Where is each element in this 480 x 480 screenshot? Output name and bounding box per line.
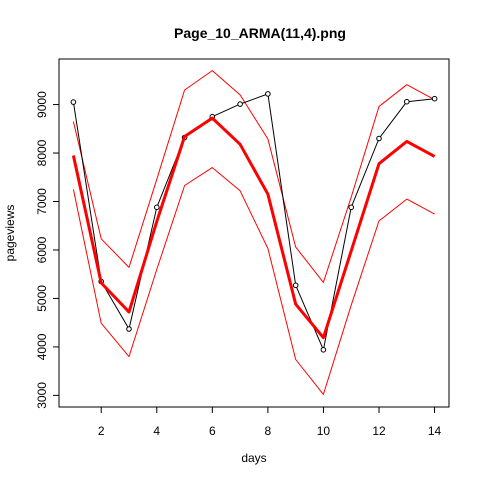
y-axis-label: pageviews	[3, 205, 17, 262]
chart-title: Page_10_ARMA(11,4).png	[174, 25, 346, 41]
data-point-observed	[292, 282, 299, 289]
x-tick-label: 12	[372, 424, 386, 438]
series-line-lower-bound	[72, 167, 435, 395]
data-point-observed	[126, 326, 132, 332]
y-tick-label: 6000	[35, 236, 49, 263]
data-point-observed	[237, 101, 243, 107]
data-point-observed	[70, 99, 77, 105]
x-tick-label: 6	[209, 424, 216, 438]
y-tick-label: 9000	[35, 91, 49, 118]
series-line-upper-bound	[72, 70, 435, 283]
plot-box	[58, 58, 450, 408]
y-tick-label: 4000	[35, 333, 49, 360]
data-point-observed	[348, 204, 355, 211]
data-point-observed	[265, 91, 271, 97]
x-tick-label: 14	[428, 424, 442, 438]
series-line-forecast	[71, 116, 436, 340]
x-tick-label: 10	[317, 424, 331, 438]
data-point-observed	[431, 95, 438, 102]
y-tick-label: 3000	[35, 382, 49, 409]
series-layer	[70, 70, 438, 395]
x-axis-label: days	[241, 451, 266, 465]
data-point-observed	[376, 135, 382, 142]
y-tick-label: 7000	[35, 188, 49, 215]
series-line-observed	[72, 93, 435, 351]
y-axis: 3000 4000 5000 6000 7000 8000 9000	[35, 91, 59, 409]
x-tick-label: 4	[153, 424, 160, 438]
y-tick-label: 5000	[35, 285, 49, 312]
x-tick-label: 8	[265, 424, 272, 438]
x-axis: 2 4 6 8 10 12 14	[98, 407, 442, 438]
x-tick-label: 2	[98, 424, 105, 438]
y-tick-label: 8000	[35, 139, 49, 166]
data-point-observed	[320, 347, 327, 353]
data-point-observed	[404, 98, 410, 105]
data-point-observed	[154, 204, 160, 211]
